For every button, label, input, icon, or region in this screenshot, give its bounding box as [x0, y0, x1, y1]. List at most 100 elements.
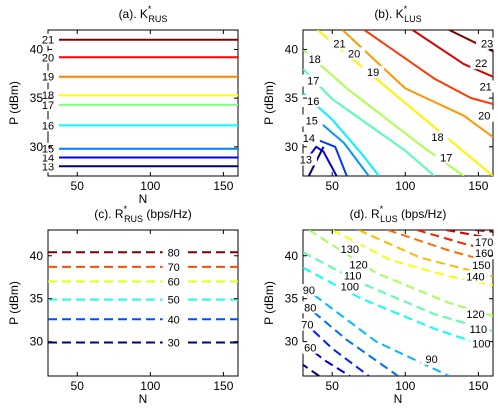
panel-a-contour-label-17: 17 [42, 100, 54, 112]
panel-a-xtick-label: 150 [213, 179, 233, 193]
panel-b-contour-label-23: 23 [481, 39, 493, 51]
panel-b-contour-label-19: 19 [367, 67, 379, 79]
panel-c-ylabel: P (dBm) [7, 281, 21, 325]
panel-d-contour-label-110-b: 110 [470, 324, 488, 336]
panel-c-contour-label-30: 30 [168, 338, 180, 350]
panel-c-axes-frame [47, 229, 239, 377]
panel-d-ytick-label: 30 [285, 335, 299, 349]
panel-c-title-sub: RUS [124, 214, 143, 224]
panel-d-title-suffix: (bps/Hz) [398, 207, 447, 221]
panel-a-contour-label-15: 15 [42, 144, 54, 156]
panel-d-contour-label-150: 150 [472, 260, 490, 272]
panel-d-contour-labels: 6070809090100100110110120120130140150160… [296, 236, 496, 366]
panel-d-contour-60 [303, 342, 351, 376]
panel-d-contour-label-90-b: 90 [425, 354, 437, 366]
panel-b-contour-label-13: 13 [300, 154, 312, 166]
panel-a-ytick-label: 35 [30, 91, 44, 105]
panel-c-contour-label-50: 50 [168, 295, 180, 307]
panel-a-contour-label-13: 13 [42, 161, 54, 173]
panel-a-title-sup: * [148, 4, 152, 14]
panel-a-contours [48, 38, 238, 168]
panel-b-title: (b). K* LUS [374, 4, 421, 24]
panel-d-contour-150 [387, 230, 493, 264]
panel-b-contour-label-18-b: 18 [431, 132, 443, 144]
panel-b-contour-label-17: 17 [307, 76, 319, 88]
panel-b-axes-frame [302, 29, 494, 177]
panel-d-title-sup: * [380, 204, 384, 214]
panel-d-contour-50 [303, 363, 320, 376]
panel-c-title: (c). R* RUS (bps/Hz) [94, 204, 192, 224]
panel-a-xtick-label: 100 [140, 179, 160, 193]
panel-c-title-suffix: (bps/Hz) [143, 207, 192, 221]
panel-d-xtick-label: 50 [326, 379, 340, 393]
panel-b-contour-label-16: 16 [307, 96, 319, 108]
panel-a-ytick-label: 40 [30, 42, 44, 56]
panel-a-contour-label-21: 21 [42, 35, 54, 47]
panel-d-contour-160 [416, 230, 493, 252]
panel-c-contour-labels: 30 40 50 60 70 80 [162, 246, 185, 350]
panel-c-xtick-label: 100 [140, 379, 160, 393]
panel-b-title-sub: LUS [404, 14, 422, 24]
panel-c-ytick-label: 40 [30, 249, 44, 263]
panel-b-xtick-label: 150 [468, 179, 488, 193]
panel-b-title-sup: * [404, 4, 408, 14]
panel-d-contour-label-170: 170 [475, 237, 493, 249]
panel-b-contour-label-20-b: 20 [478, 111, 490, 123]
panel-c: 30 40 50 60 70 80 50 100 150 30 35 40 N P (dBm) (c). R… [7, 204, 239, 406]
panel-b-ytick-label: 30 [285, 140, 299, 154]
panel-c-contours [48, 251, 238, 344]
panel-c-contour-label-80: 80 [168, 247, 180, 259]
panel-d-contour-label-60: 60 [304, 343, 316, 355]
panel-b-contour-label-21-b: 21 [480, 81, 492, 93]
panel-d-title-main: (d). R [350, 207, 380, 221]
panel-b-contour-20 [341, 30, 493, 138]
panel-d-contour-label-100: 100 [341, 282, 359, 294]
panel-c-title-sup: * [124, 204, 128, 214]
panel-b-contour-label-17-b: 17 [440, 153, 452, 165]
panel-a-title-sub: RUS [148, 14, 167, 24]
panel-c-ytick-label: 30 [30, 335, 44, 349]
panel-a-contour-label-16: 16 [42, 120, 54, 132]
panel-c-contour-label-70: 70 [168, 262, 180, 274]
panel-d-contour-label-130: 130 [341, 244, 359, 256]
panel-d-contour-label-120-b: 120 [466, 309, 484, 321]
panel-a-contour-label-14: 14 [42, 153, 54, 165]
panel-d-ylabel: P (dBm) [262, 281, 276, 325]
panel-d-contour-label-80: 80 [304, 302, 316, 314]
panel-d-contour-label-140: 140 [466, 271, 484, 283]
panel-d-contour-label-100-b: 100 [472, 338, 490, 350]
panel-b-contour-label-20: 20 [348, 48, 360, 60]
panel-c-xtick-label: 50 [71, 379, 85, 393]
panel-d-contour-label-70: 70 [301, 319, 313, 331]
panel-d-xtick-label: 150 [468, 379, 488, 393]
panel-a-ytick-label: 30 [30, 140, 44, 154]
panel-d-contour-170 [446, 230, 493, 240]
panel-d-contour-label-120: 120 [349, 259, 367, 271]
panel-a-title: (a). K* RUS [119, 4, 168, 24]
panel-b-contour-label-22: 22 [475, 58, 487, 70]
panel-b-xtick-label: 50 [326, 179, 340, 193]
panel-b-contour-label-14: 14 [303, 133, 315, 145]
panel-b-ytick-label: 40 [285, 42, 299, 56]
panel-d-contour-120 [308, 230, 493, 317]
panel-b-ylabel: P (dBm) [262, 81, 276, 125]
panel-c-ytick-label: 35 [30, 292, 44, 306]
panel-d: 6070809090100100110110120120130140150160… [262, 204, 496, 406]
panel-b-contour-label-15: 15 [306, 116, 318, 128]
panel-d-xtick-label: 100 [395, 379, 415, 393]
panel-c-contour-label-40: 40 [168, 314, 180, 326]
panel-a-contour-label-18: 18 [42, 90, 54, 102]
panel-a-ylabel: P (dBm) [7, 81, 21, 125]
panel-d-axes-frame [302, 229, 494, 377]
panel-d-contour-label-160: 160 [475, 248, 493, 260]
panel-a-contour-label-19: 19 [42, 72, 54, 84]
panel-c-xtick-label: 150 [213, 379, 233, 393]
panel-a-axes-frame [47, 29, 239, 177]
panel-d-contour-label-90: 90 [303, 285, 315, 297]
panel-c-contour-label-60: 60 [168, 277, 180, 289]
panel-b-contour-21 [363, 30, 493, 105]
